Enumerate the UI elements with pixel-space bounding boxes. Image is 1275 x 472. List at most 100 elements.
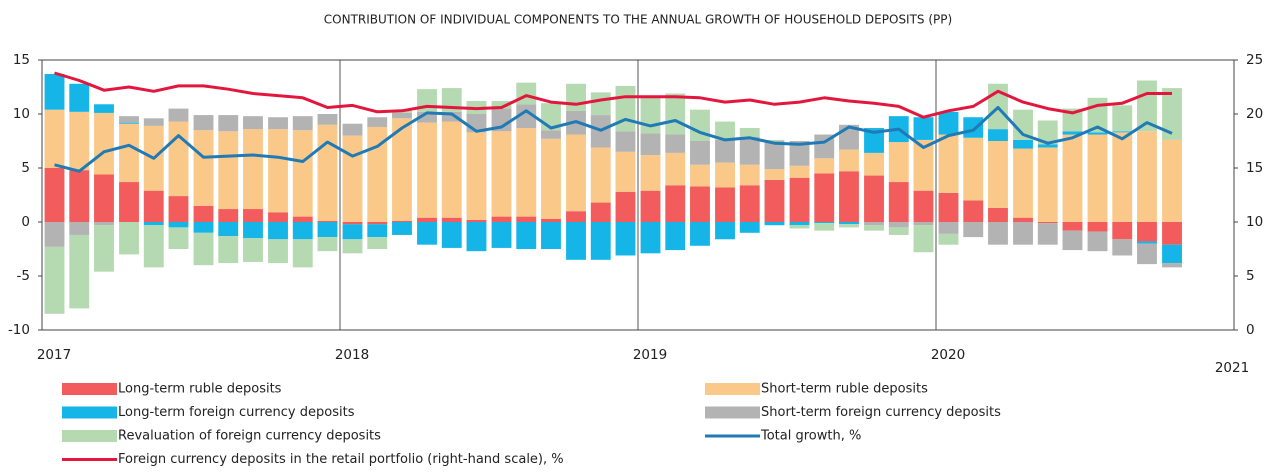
bar-segment — [640, 95, 661, 134]
bar-segment — [392, 220, 412, 222]
bar-segment — [243, 222, 263, 239]
bar-segment — [1037, 223, 1058, 245]
bar-segment — [119, 116, 139, 123]
bar-segment — [690, 222, 710, 246]
bar-segment — [541, 138, 561, 219]
bar-segment — [491, 216, 512, 222]
bar-segment — [913, 225, 934, 253]
bar-segment — [913, 117, 934, 140]
bar-segment — [739, 222, 760, 233]
y-tick-label: 10 — [13, 106, 30, 122]
bar-segment — [218, 131, 239, 210]
bar-segment — [789, 225, 810, 229]
bar-segment — [690, 109, 710, 141]
bar-segment — [913, 190, 934, 222]
bar-segment — [69, 111, 90, 171]
bar-segment — [839, 149, 859, 172]
bar-segment — [367, 224, 388, 238]
bar-segment — [268, 212, 288, 222]
bar-segment — [491, 131, 512, 217]
bar-segment — [417, 222, 437, 245]
bar-segment — [193, 115, 214, 131]
bar-segment — [392, 118, 412, 221]
bar-segment — [1162, 263, 1182, 268]
y2-tick-label: 5 — [1246, 268, 1255, 284]
bar-segment — [342, 135, 363, 222]
legend-swatch — [62, 406, 117, 419]
bar-segment — [1013, 222, 1033, 245]
plot-frame — [41, 59, 1235, 331]
bar-segment — [814, 223, 835, 231]
bar-segment — [963, 222, 984, 238]
x-tick-label: 2018 — [335, 347, 369, 363]
bar-segment — [292, 216, 313, 222]
bar-segment — [69, 170, 90, 222]
x-tick-label: 2017 — [37, 347, 71, 363]
bar-segment — [839, 171, 859, 222]
bar-segment — [1137, 241, 1157, 244]
bar-segment — [392, 222, 412, 235]
bar-segment — [44, 222, 65, 247]
bar-segment — [1037, 120, 1058, 145]
bar-segment — [640, 190, 661, 222]
bar-segment — [814, 158, 835, 174]
bar-segment — [988, 207, 1008, 222]
bar-segment — [69, 222, 90, 235]
bar-segment — [739, 164, 760, 186]
bar-segment — [193, 205, 214, 222]
bar-segment — [739, 136, 760, 165]
chart-title: CONTRIBUTION OF INDIVIDUAL COMPONENTS TO… — [324, 13, 952, 27]
bar-segment — [938, 134, 959, 193]
bar-segment — [888, 142, 909, 183]
bar-segment — [789, 141, 810, 166]
bar-segment — [292, 222, 313, 240]
bar-segment — [168, 227, 189, 249]
bar-segment — [218, 115, 239, 132]
bar-segment — [1062, 108, 1083, 132]
bar-segment — [1062, 222, 1083, 231]
bar-segment — [342, 224, 363, 240]
bar-segment — [119, 122, 139, 124]
bar-segment — [864, 222, 884, 226]
bar-segment — [913, 222, 934, 226]
bar-segment — [491, 101, 512, 109]
bar-segment — [1037, 147, 1058, 222]
bar-segment — [516, 216, 537, 222]
bar-segment — [392, 112, 412, 119]
bar-segment — [1162, 244, 1182, 264]
bar-segment — [864, 175, 884, 222]
bar-segment — [367, 126, 388, 222]
bar-segment — [243, 116, 263, 130]
bar-segment — [143, 118, 164, 126]
legend-label: Total growth, % — [760, 429, 861, 444]
bar-segment — [243, 238, 263, 262]
bar-segment — [218, 236, 239, 264]
bar-segment — [193, 222, 214, 233]
bar-segment — [268, 222, 288, 240]
bar-segment — [1087, 134, 1108, 222]
bar-segment — [615, 85, 636, 132]
bar-segment — [1137, 222, 1157, 242]
bar-segment — [590, 92, 611, 116]
bar-segment — [119, 222, 139, 255]
legend-swatch — [705, 383, 760, 395]
bar-segment — [168, 108, 189, 122]
bar-segment — [615, 151, 636, 192]
bar-segment — [888, 227, 909, 235]
bar-segment — [466, 219, 487, 222]
bar-segment — [317, 237, 338, 252]
bar-segment — [243, 209, 263, 222]
bar-segment — [143, 190, 164, 222]
bar-segment — [342, 239, 363, 254]
bar-segment — [342, 123, 363, 136]
bar-segment — [292, 239, 313, 268]
bar-segment — [615, 191, 636, 222]
y-tick-label: 15 — [13, 52, 30, 68]
bar-segment — [1112, 132, 1133, 222]
bar-segment — [44, 168, 65, 222]
y2-tick-label: 0 — [1246, 322, 1255, 338]
bar-segment — [715, 222, 735, 240]
bar-segment — [119, 182, 139, 222]
bar-segment — [864, 128, 884, 153]
legend-label: Short-term ruble deposits — [761, 382, 928, 397]
